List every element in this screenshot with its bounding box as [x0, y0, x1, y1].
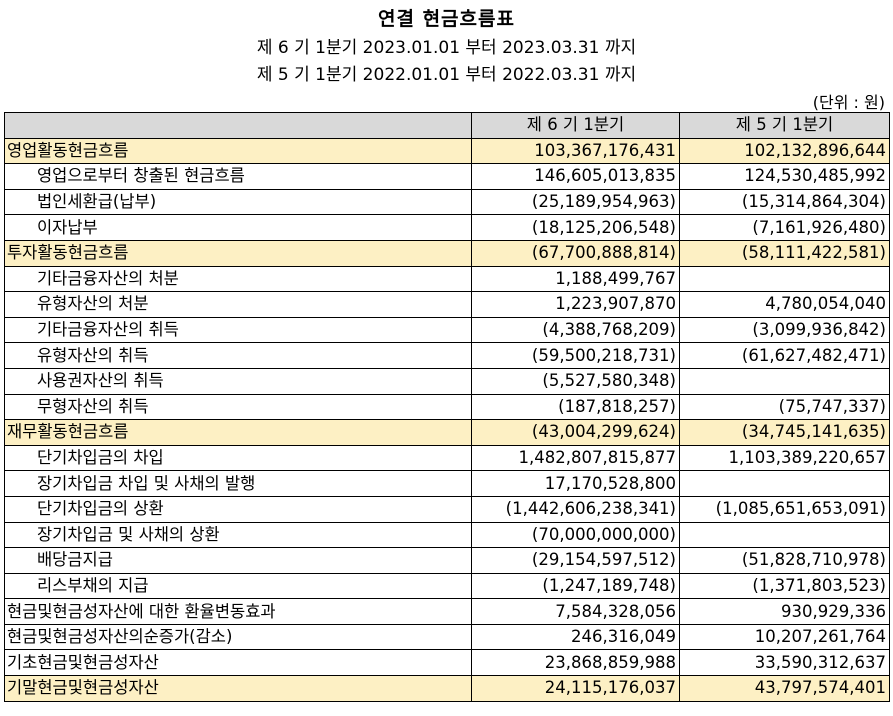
value-prior: (75,747,337)	[679, 393, 890, 421]
row-label: 영업으로부터 창출된 현금흐름	[4, 163, 472, 190]
table-row: 단기차입금의 상환 (1,442,606,238,341) (1,085,651,6…	[4, 495, 890, 523]
header-cell-current: 제 6 기 1분기	[471, 112, 680, 139]
value-current: 23,868,859,988	[471, 649, 680, 677]
value-current: (70,000,000,000)	[471, 521, 680, 549]
value-current: 1,188,499,767	[471, 265, 680, 293]
value-current: 24,115,176,037	[471, 675, 680, 702]
table-row: 기초현금및현금성자산 23,868,859,988 33,590,312,637	[4, 649, 890, 677]
table-row: 영업활동현금흐름 103,367,176,431 102,132,896,644	[4, 137, 890, 165]
row-label: 장기차입금 및 사채의 상환	[4, 521, 472, 549]
row-label: 리스부채의 지급	[4, 572, 472, 600]
value-prior: 10,207,261,764	[679, 623, 890, 651]
row-label: 투자활동현금흐름	[4, 239, 472, 267]
value-prior: (1,085,651,653,091)	[679, 495, 890, 523]
row-label: 유형자산의 취득	[4, 342, 472, 369]
table-row: 장기차입금 차입 및 사채의 발행 17,170,528,800	[4, 470, 890, 497]
value-prior: 33,590,312,637	[679, 649, 890, 677]
value-current: 1,482,807,815,877	[471, 444, 680, 472]
value-prior	[679, 265, 890, 293]
row-label: 배당금지급	[4, 547, 472, 574]
table-row: 재무활동현금흐름 (43,004,299,624) (34,745,141,635)	[4, 419, 890, 446]
table-row: 법인세환급(납부) (25,189,954,963) (15,314,864,304…	[4, 188, 890, 216]
row-label: 장기차입금 차입 및 사채의 발행	[4, 470, 472, 497]
table-row: 단기차입금의 차입 1,482,807,815,877 1,103,389,220,…	[4, 444, 890, 472]
cash-flow-table: 제 6 기 1분기 제 5 기 1분기 영업활동현금흐름 103,367,176,…	[4, 112, 890, 702]
value-prior	[679, 367, 890, 395]
table-row: 투자활동현금흐름 (67,700,888,814) (58,111,422,581)	[4, 239, 890, 267]
row-label: 단기차입금의 차입	[4, 444, 472, 472]
row-label: 무형자산의 취득	[4, 393, 472, 421]
value-prior: (7,161,926,480)	[679, 214, 890, 241]
table-row: 기타금융자산의 취득 (4,388,768,209) (3,099,936,842)	[4, 316, 890, 344]
row-label: 현금및현금성자산에 대한 환율변동효과	[4, 598, 472, 625]
value-prior: 102,132,896,644	[679, 137, 890, 165]
table-row: 현금및현금성자산에 대한 환율변동효과 7,584,328,056 930,929,…	[4, 598, 890, 625]
value-prior: (61,627,482,471)	[679, 342, 890, 369]
value-current: 1,223,907,870	[471, 291, 680, 318]
period-current: 제 6 기 1분기 2023.01.01 부터 2023.03.31 까지	[256, 38, 637, 58]
value-current: (4,388,768,209)	[471, 316, 680, 344]
document-title: 연결 현금흐름표	[378, 8, 515, 30]
row-label: 사용권자산의 취득	[4, 367, 472, 395]
value-current: (25,189,954,963)	[471, 188, 680, 216]
value-prior: 1,103,389,220,657	[679, 444, 890, 472]
value-prior	[679, 521, 890, 549]
unit-label: (단위 : 원)	[812, 93, 885, 112]
value-prior: (58,111,422,581)	[679, 239, 890, 267]
table-header-row: 제 6 기 1분기 제 5 기 1분기	[4, 112, 890, 139]
row-label: 단기차입금의 상환	[4, 495, 472, 523]
row-label: 기초현금및현금성자산	[4, 649, 472, 677]
value-prior: (34,745,141,635)	[679, 419, 890, 446]
row-label: 영업활동현금흐름	[4, 137, 472, 165]
row-label: 재무활동현금흐름	[4, 419, 472, 446]
row-label: 유형자산의 처분	[4, 291, 472, 318]
row-label: 이자납부	[4, 214, 472, 241]
table-row: 유형자산의 취득 (59,500,218,731) (61,627,482,471)	[4, 342, 890, 369]
value-current: (1,247,189,748)	[471, 572, 680, 600]
value-current: (59,500,218,731)	[471, 342, 680, 369]
value-prior: (1,371,803,523)	[679, 572, 890, 600]
value-current: (67,700,888,814)	[471, 239, 680, 267]
table-row: 장기차입금 및 사채의 상환 (70,000,000,000)	[4, 521, 890, 549]
value-current: (43,004,299,624)	[471, 419, 680, 446]
table-row: 사용권자산의 취득 (5,527,580,348)	[4, 367, 890, 395]
value-prior	[679, 470, 890, 497]
header-cell-label	[4, 112, 472, 139]
value-current: 146,605,013,835	[471, 163, 680, 190]
value-prior: 43,797,574,401	[679, 675, 890, 702]
value-prior: 930,929,336	[679, 598, 890, 625]
period-prior: 제 5 기 1분기 2022.01.01 부터 2022.03.31 까지	[256, 65, 637, 85]
value-current: (18,125,206,548)	[471, 214, 680, 241]
value-prior: (3,099,936,842)	[679, 316, 890, 344]
value-prior: 124,530,485,992	[679, 163, 890, 190]
table-row: 기타금융자산의 처분 1,188,499,767	[4, 265, 890, 293]
value-prior: (15,314,864,304)	[679, 188, 890, 216]
row-label: 법인세환급(납부)	[4, 188, 472, 216]
table-row: 배당금지급 (29,154,597,512) (51,828,710,978)	[4, 547, 890, 574]
row-label: 기말현금및현금성자산	[4, 675, 472, 702]
value-current: (29,154,597,512)	[471, 547, 680, 574]
header-cell-prior: 제 5 기 1분기	[679, 112, 890, 139]
value-current: 17,170,528,800	[471, 470, 680, 497]
value-prior: 4,780,054,040	[679, 291, 890, 318]
table-row: 기말현금및현금성자산 24,115,176,037 43,797,574,401	[4, 675, 890, 702]
value-current: 103,367,176,431	[471, 137, 680, 165]
value-prior: (51,828,710,978)	[679, 547, 890, 574]
table-row: 무형자산의 취득 (187,818,257) (75,747,337)	[4, 393, 890, 421]
value-current: 246,316,049	[471, 623, 680, 651]
table-row: 유형자산의 처분 1,223,907,870 4,780,054,040	[4, 291, 890, 318]
row-label: 기타금융자산의 처분	[4, 265, 472, 293]
row-label: 기타금융자산의 취득	[4, 316, 472, 344]
table-row: 이자납부 (18,125,206,548) (7,161,926,480)	[4, 214, 890, 241]
table-row: 현금및현금성자산의순증가(감소) 246,316,049 10,207,261,76…	[4, 623, 890, 651]
value-current: 7,584,328,056	[471, 598, 680, 625]
table-row: 영업으로부터 창출된 현금흐름 146,605,013,835 124,530,48…	[4, 163, 890, 190]
value-current: (1,442,606,238,341)	[471, 495, 680, 523]
value-current: (5,527,580,348)	[471, 367, 680, 395]
value-current: (187,818,257)	[471, 393, 680, 421]
table-row: 리스부채의 지급 (1,247,189,748) (1,371,803,523)	[4, 572, 890, 600]
row-label: 현금및현금성자산의순증가(감소)	[4, 623, 472, 651]
